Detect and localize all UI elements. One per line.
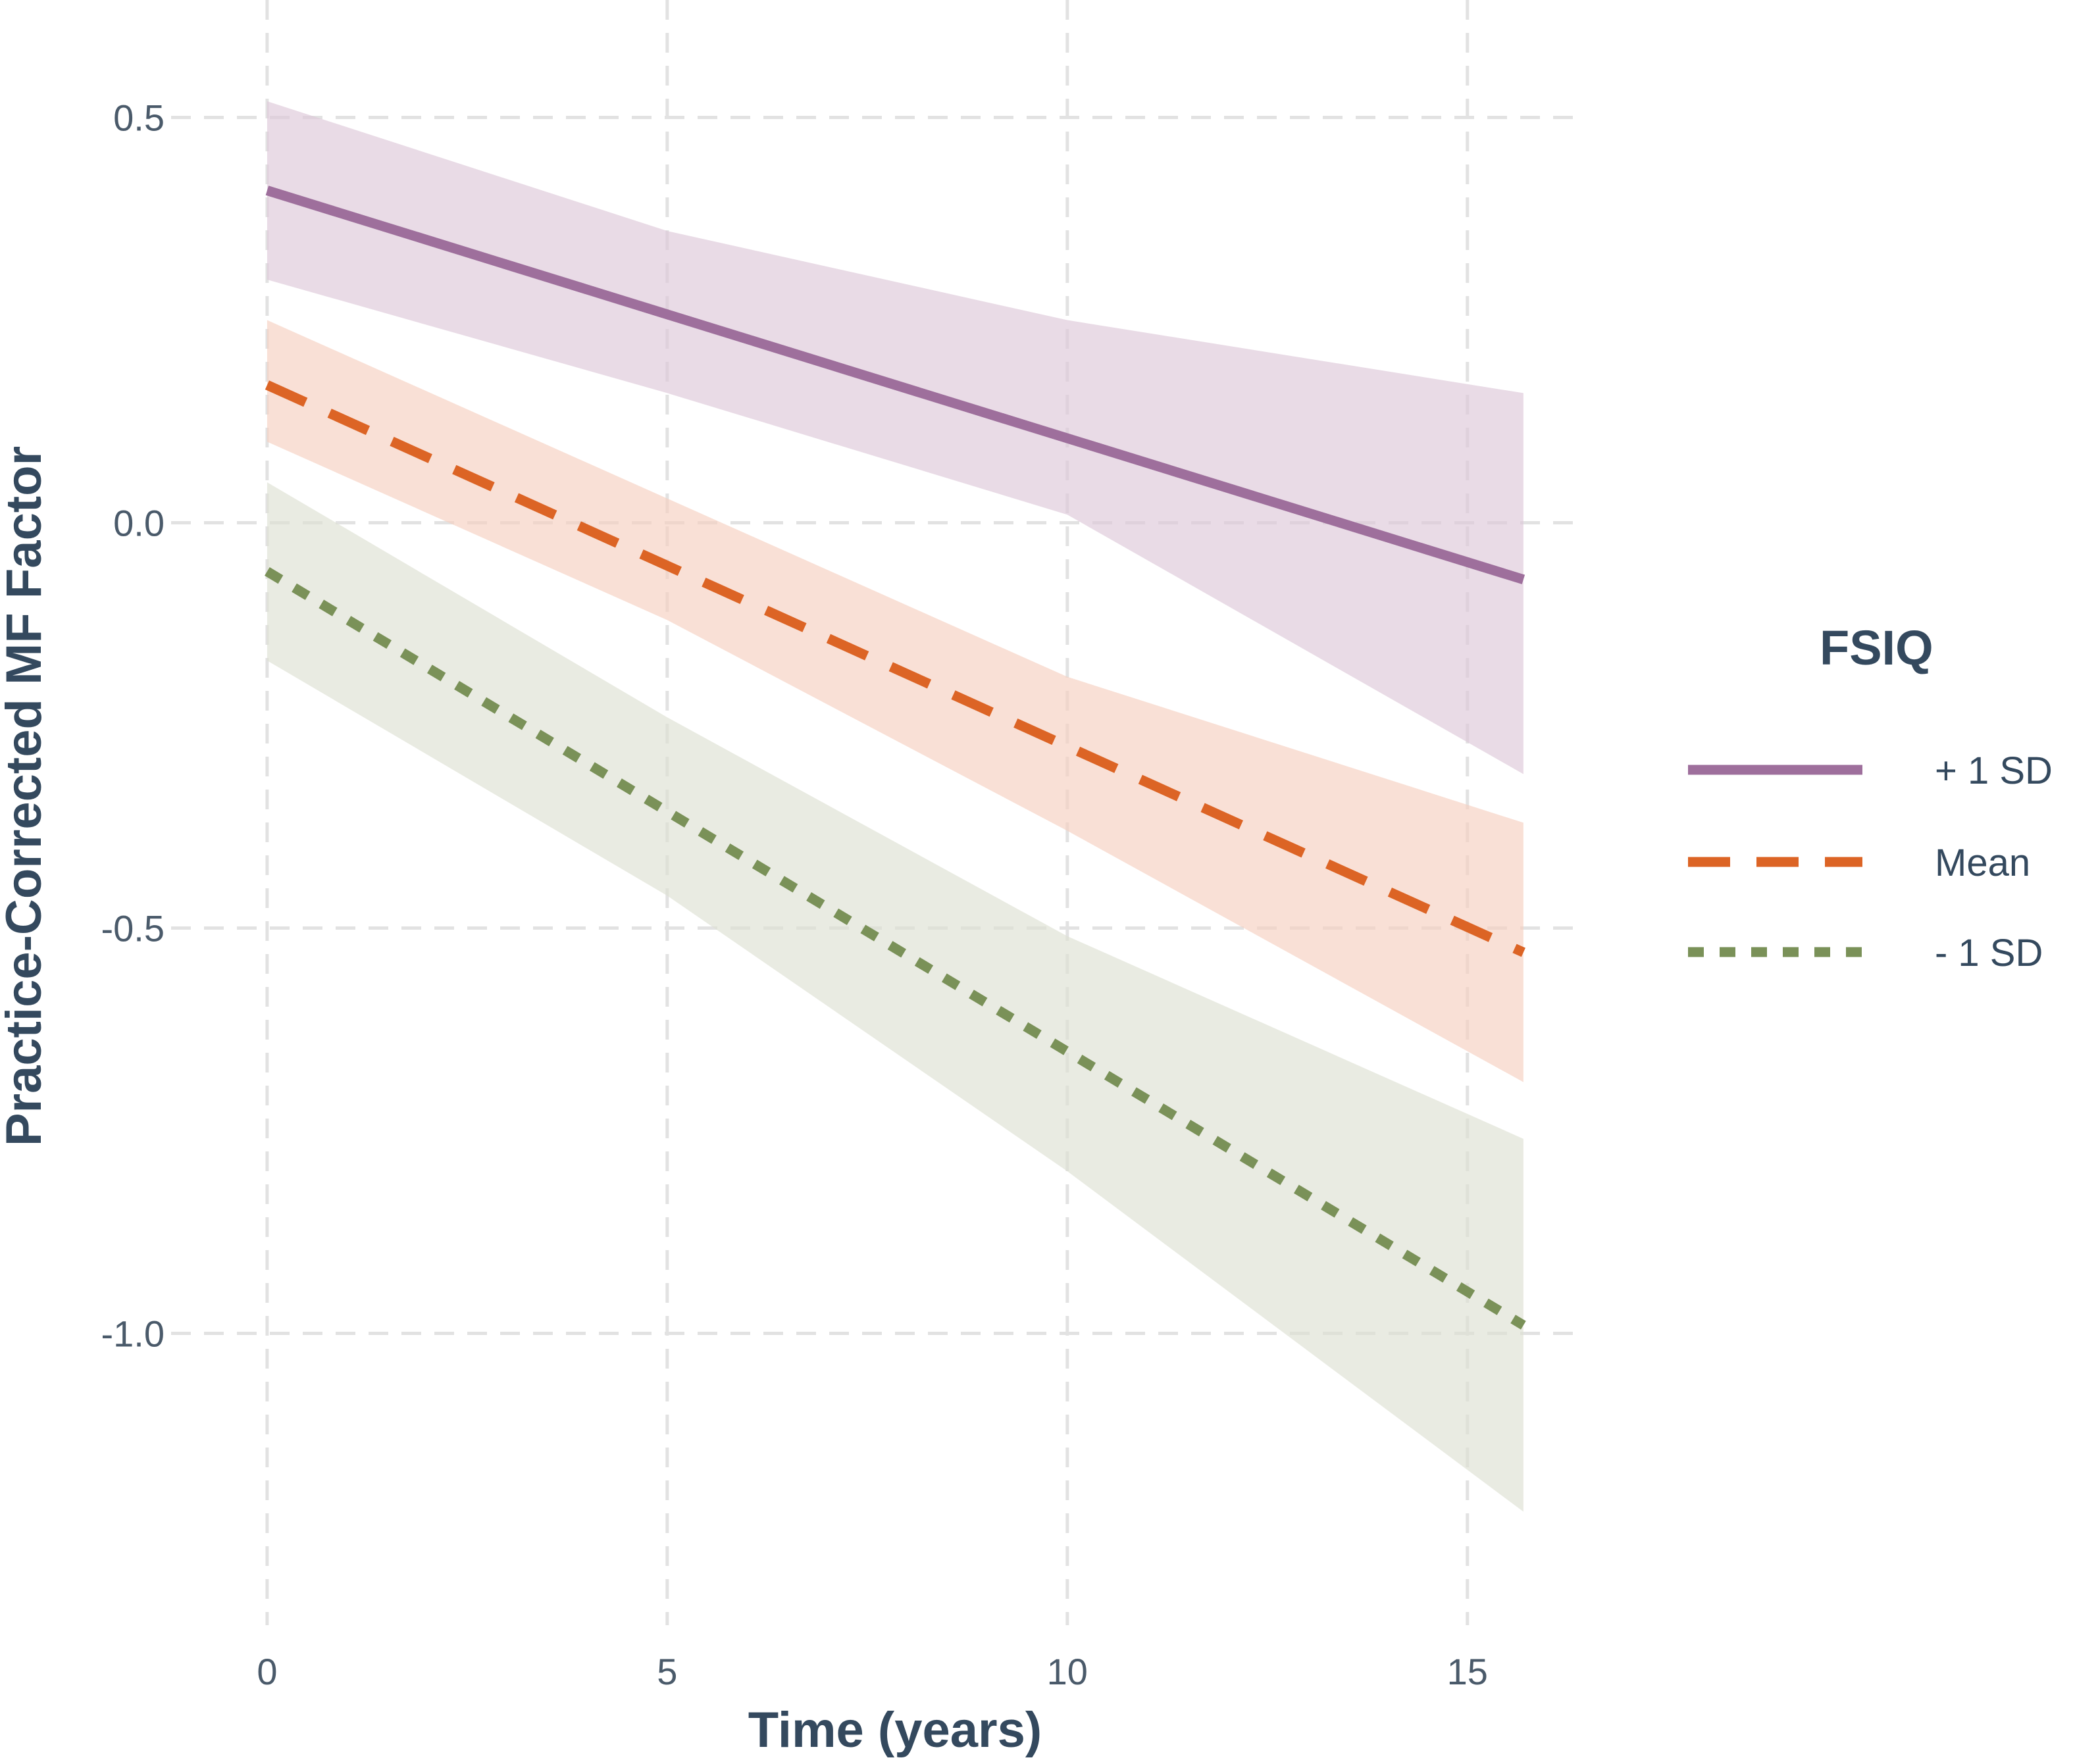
series-line-1 bbox=[265, 186, 1525, 584]
x-tick-label: 5 bbox=[657, 1651, 677, 1692]
legend-label-3: - 1 SD bbox=[1935, 932, 2043, 974]
series-line-3 bbox=[265, 567, 1526, 1330]
legend-label-2: Mean bbox=[1935, 842, 2030, 884]
y-tick-label: 0.0 bbox=[113, 503, 165, 544]
series-lines bbox=[265, 186, 1526, 1330]
x-tick-label: 0 bbox=[257, 1651, 277, 1692]
y-axis-title: Practice-Corrected MF Factor bbox=[0, 446, 52, 1146]
legend: FSIQ + 1 SD Mean - 1 SD bbox=[1688, 620, 2053, 974]
tick-labels: 0.5 0.0 -0.5 -1.0 0 5 10 15 bbox=[101, 97, 1488, 1692]
y-tick-label: -0.5 bbox=[101, 908, 165, 949]
ci-band-2 bbox=[267, 320, 1523, 1082]
legend-label-1: + 1 SD bbox=[1935, 749, 2053, 792]
legend-title: FSIQ bbox=[1820, 620, 1933, 675]
legend-items: + 1 SD Mean - 1 SD bbox=[1688, 749, 2053, 974]
ci-band-1 bbox=[267, 101, 1523, 774]
confidence-bands bbox=[267, 101, 1523, 1512]
y-tick-label: 0.5 bbox=[113, 97, 165, 139]
series-line-2 bbox=[265, 380, 1525, 957]
y-tick-label: -1.0 bbox=[101, 1313, 165, 1354]
x-axis-title: Time (years) bbox=[748, 1702, 1042, 1758]
ci-band-3 bbox=[267, 482, 1523, 1512]
x-tick-label: 10 bbox=[1047, 1651, 1088, 1692]
x-tick-label: 15 bbox=[1447, 1651, 1488, 1692]
